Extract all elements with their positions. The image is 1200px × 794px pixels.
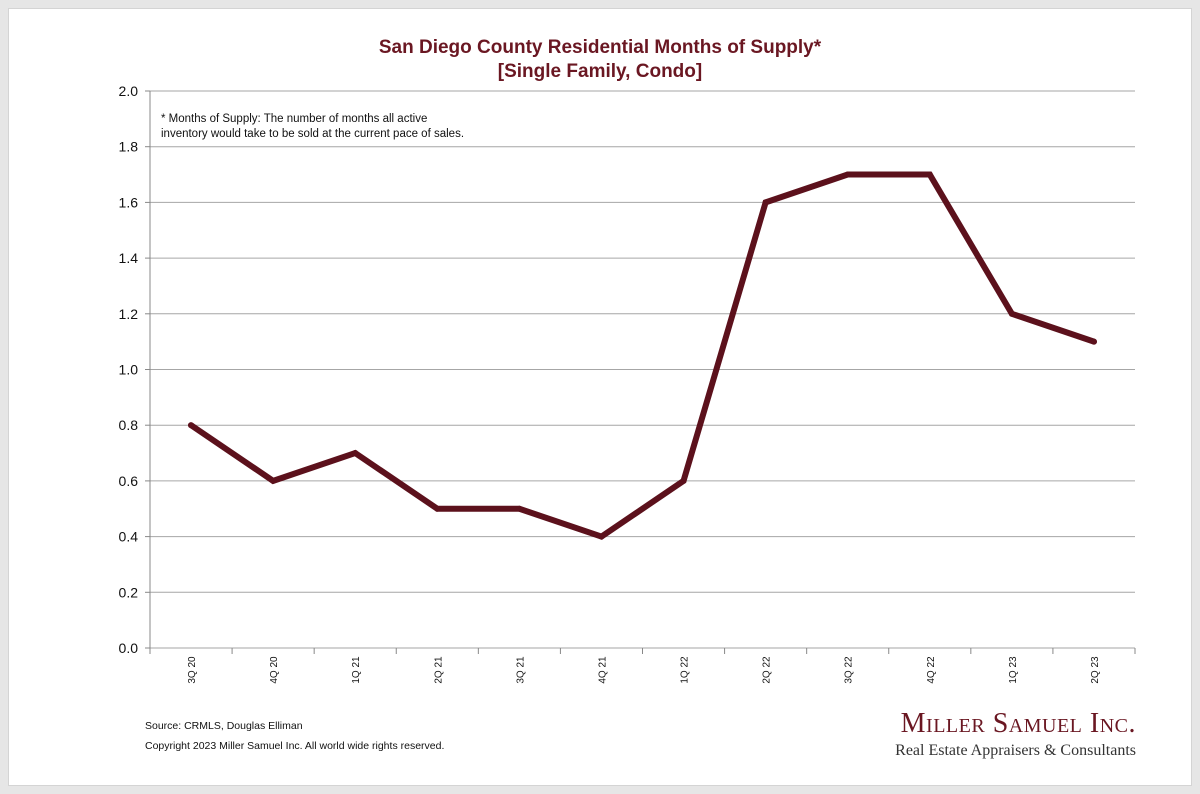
x-tick-label: 2Q 22 [762, 656, 773, 684]
x-tick-label: 3Q 20 [187, 656, 198, 684]
footnote-line-1: * Months of Supply: The number of months… [161, 113, 428, 125]
source-text: Source: CRMLS, Douglas Elliman [145, 720, 303, 732]
y-tick-label: 0.2 [119, 584, 139, 600]
logo-tagline: Real Estate Appraisers & Consultants [895, 742, 1136, 759]
y-tick-label: 1.0 [119, 362, 139, 378]
x-tick-label: 1Q 23 [1008, 656, 1019, 684]
copyright-text: Copyright 2023 Miller Samuel Inc. All wo… [145, 740, 445, 752]
data-point [516, 505, 523, 512]
series-months-of-supply [188, 171, 1097, 540]
x-tick-label: 4Q 22 [926, 656, 937, 684]
x-tick-label: 1Q 21 [351, 656, 362, 684]
data-point [926, 171, 933, 178]
data-point [352, 450, 359, 457]
data-point [844, 171, 851, 178]
x-tick-label: 3Q 21 [515, 656, 526, 684]
y-tick-label: 0.4 [119, 529, 139, 545]
data-point [188, 422, 195, 429]
x-tick-label: 4Q 21 [597, 656, 608, 684]
y-tick-label: 0.8 [119, 417, 139, 433]
logo-name: Miller Samuel Inc. [900, 708, 1136, 739]
chart-title-line-1: San Diego County Residential Months of S… [378, 37, 822, 58]
y-tick-label: 0.0 [119, 640, 139, 656]
y-tick-label: 1.2 [119, 306, 139, 322]
data-point [434, 505, 441, 512]
data-point [680, 477, 687, 484]
chart-title: San Diego County Residential Months of S… [0, 36, 1200, 84]
y-tick-label: 2.0 [119, 83, 139, 99]
x-tick-label: 4Q 20 [269, 656, 280, 684]
footnote-months-of-supply: * Months of Supply: The number of months… [161, 112, 521, 142]
data-point [598, 533, 605, 540]
footnote-line-2: inventory would take to be sold at the c… [161, 128, 465, 140]
grid-lines [150, 90, 1135, 649]
y-tick-label: 1.6 [119, 194, 139, 210]
y-tick-label: 1.8 [119, 139, 139, 155]
data-point [1090, 338, 1097, 345]
series-line [188, 171, 1097, 540]
x-tick-label: 2Q 21 [433, 656, 444, 684]
y-tick-label: 0.6 [119, 473, 139, 489]
company-logo: Miller Samuel Inc. Real Estate Appraiser… [895, 708, 1136, 762]
data-point [762, 199, 769, 206]
chart-title-line-2: [Single Family, Condo] [497, 61, 703, 82]
y-axis: 0.0 0.2 0.4 0.6 0.8 1.0 1.2 1.4 1.6 1.8 2.0 [119, 83, 151, 656]
x-axis: 3Q 20 4Q 20 1Q 21 2Q 21 3Q 21 4Q 21 1Q 22 2Q 22… [149, 648, 1136, 684]
chart-card [8, 8, 1192, 786]
y-tick-label: 1.4 [119, 250, 139, 266]
data-point [270, 477, 277, 484]
x-tick-label: 3Q 22 [844, 656, 855, 684]
x-tick-label: 1Q 22 [680, 656, 691, 684]
data-point [1008, 310, 1015, 317]
x-tick-label: 2Q 23 [1090, 656, 1101, 684]
